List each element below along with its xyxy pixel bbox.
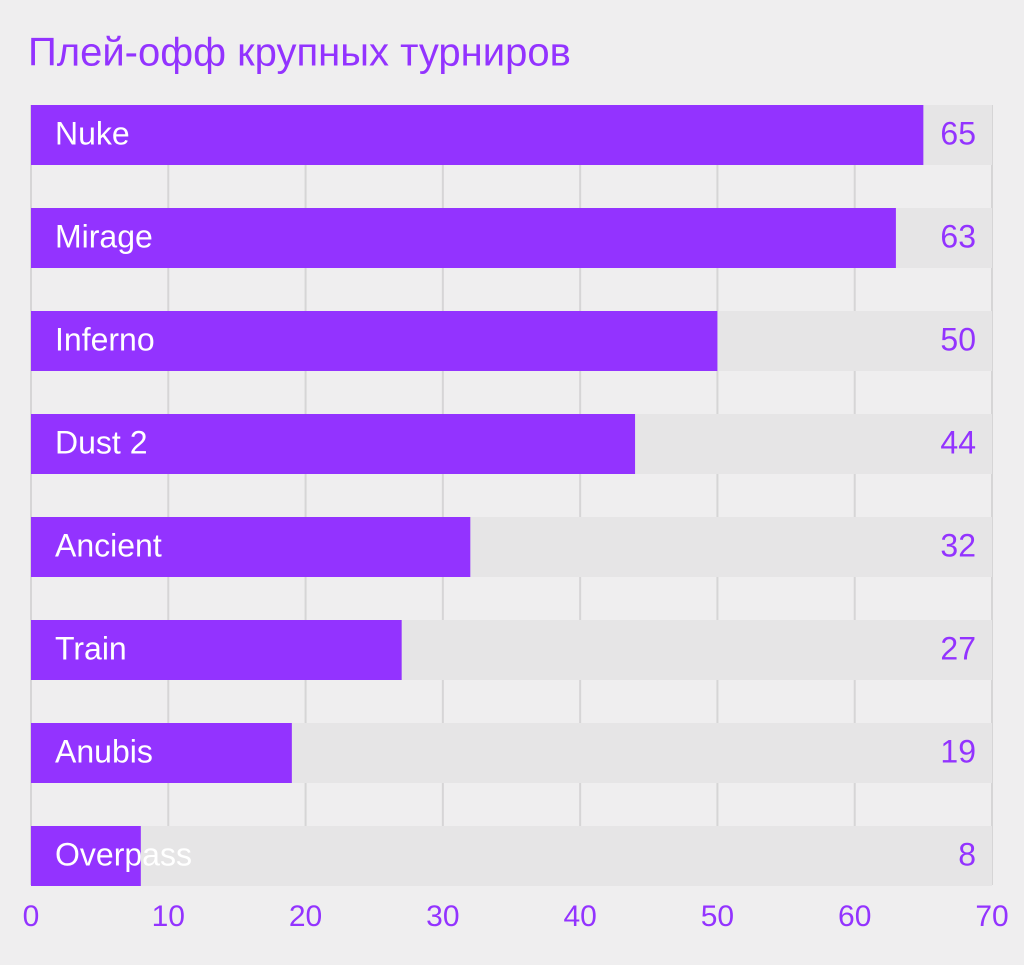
value-label: 19 bbox=[940, 733, 976, 769]
bar bbox=[31, 517, 471, 577]
value-label: 27 bbox=[940, 630, 976, 666]
x-tick-label: 30 bbox=[426, 900, 459, 933]
x-tick-label: 0 bbox=[23, 900, 40, 933]
bar bbox=[31, 208, 896, 268]
x-tick-label: 70 bbox=[975, 900, 1008, 933]
bar-track bbox=[31, 826, 992, 886]
chart-title: Плей-офф крупных турниров bbox=[28, 31, 571, 75]
value-label: 65 bbox=[940, 115, 976, 151]
value-label: 32 bbox=[940, 527, 976, 563]
category-label: Inferno bbox=[55, 321, 155, 357]
bar bbox=[31, 723, 292, 783]
category-label: Dust 2 bbox=[55, 424, 147, 460]
value-label: 50 bbox=[940, 321, 976, 357]
bar bbox=[31, 620, 402, 680]
value-label: 63 bbox=[940, 218, 976, 254]
category-label: Anubis bbox=[55, 733, 153, 769]
bar bbox=[31, 826, 141, 886]
bar bbox=[31, 414, 636, 474]
category-label: Overpass bbox=[55, 836, 192, 872]
bar bbox=[31, 105, 924, 165]
x-tick-label: 60 bbox=[838, 900, 871, 933]
value-label: 44 bbox=[940, 424, 976, 460]
x-tick-label: 40 bbox=[563, 900, 596, 933]
category-label: Train bbox=[55, 630, 127, 666]
bar bbox=[31, 311, 718, 371]
value-label: 8 bbox=[958, 836, 976, 872]
x-tick-label: 20 bbox=[289, 900, 322, 933]
category-label: Ancient bbox=[55, 527, 162, 563]
category-label: Nuke bbox=[55, 115, 130, 151]
x-tick-label: 10 bbox=[152, 900, 185, 933]
category-label: Mirage bbox=[55, 218, 153, 254]
x-tick-label: 50 bbox=[701, 900, 734, 933]
